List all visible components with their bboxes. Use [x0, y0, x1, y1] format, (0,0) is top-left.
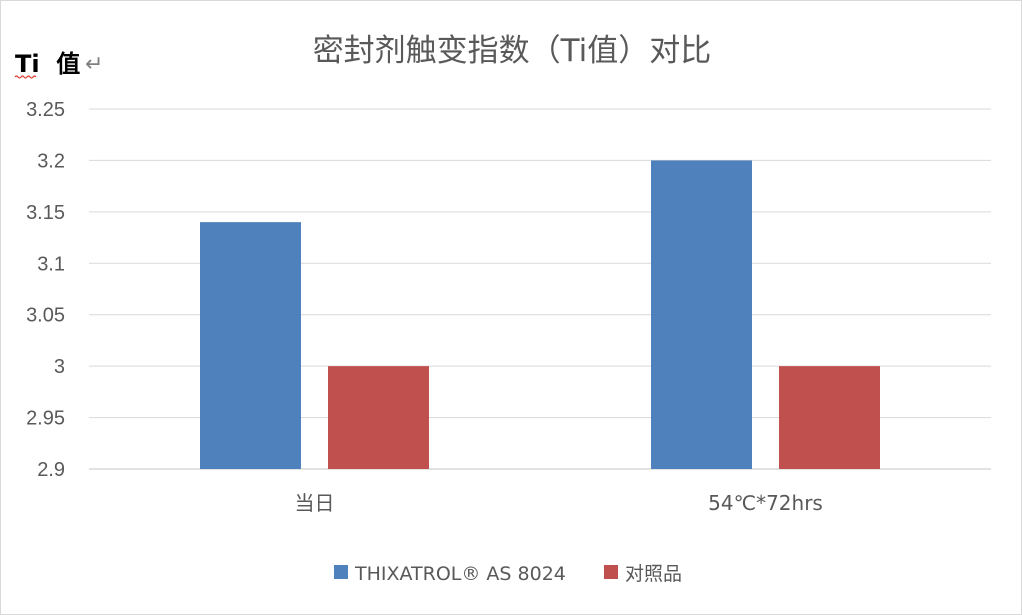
- legend: THIXATROL® AS 8024 对照品: [334, 563, 682, 585]
- y-axis-label: Ti 值: [15, 50, 80, 78]
- y-axis-ticks: 2.9 2.95 3 3.05 3.1 3.15 3.2 3.25: [26, 99, 65, 481]
- y-tick-label: 2.9: [37, 459, 65, 481]
- x-category-label: 54℃*72hrs: [708, 491, 823, 515]
- y-tick-label: 3.1: [37, 253, 65, 275]
- bar-thixatrol-54c-72hrs: [651, 160, 752, 469]
- legend-label: THIXATROL® AS 8024: [354, 563, 566, 585]
- y-axis-title: Ti 值 ↵: [14, 50, 103, 79]
- spellcheck-underline: [14, 75, 37, 79]
- x-category-label: 当日: [295, 491, 335, 515]
- legend-label: 对照品: [625, 563, 682, 585]
- x-axis-categories: 当日 54℃*72hrs: [295, 491, 823, 515]
- bar-control-54c-72hrs: [779, 366, 880, 469]
- y-tick-label: 3.2: [37, 150, 65, 172]
- y-tick-label: 2.95: [26, 408, 65, 430]
- legend-swatch: [334, 565, 348, 579]
- y-tick-label: 3.05: [26, 305, 65, 327]
- bars: [200, 160, 880, 469]
- legend-swatch: [604, 565, 618, 579]
- y-tick-label: 3: [54, 356, 65, 378]
- chart-title: 密封剂触变指数（Ti值）对比: [313, 33, 712, 69]
- y-tick-label: 3.25: [26, 99, 65, 121]
- bar-control-same-day: [328, 366, 429, 469]
- y-tick-label: 3.15: [26, 202, 65, 224]
- paragraph-return-icon: ↵: [85, 52, 103, 77]
- bar-thixatrol-same-day: [200, 222, 301, 469]
